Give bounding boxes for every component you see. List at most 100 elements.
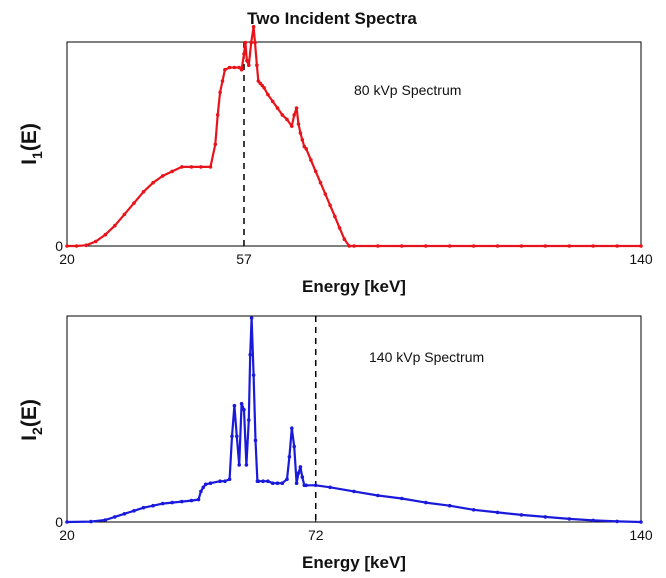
panel-140kvp: I2(E) Energy [keV] 140 kVp Spectrum 20 72… [18, 315, 653, 572]
data-point [376, 493, 380, 498]
data-point [543, 515, 548, 519]
data-point [213, 142, 218, 147]
data-point [296, 471, 301, 475]
data-point [347, 244, 352, 248]
data-point [519, 513, 524, 517]
plot-area-frame [66, 315, 642, 523]
data-point [300, 475, 305, 479]
data-point [170, 500, 174, 505]
data-point [262, 86, 266, 90]
spectrum-line [66, 316, 642, 524]
data-point [93, 239, 98, 244]
data-point [376, 244, 380, 248]
data-point [218, 90, 222, 95]
data-point [424, 244, 428, 248]
data-point [313, 483, 318, 488]
data-point [591, 244, 595, 248]
data-point [352, 489, 356, 494]
data-point [189, 498, 194, 503]
y-tick-label: 0 [55, 238, 63, 254]
data-point [247, 63, 251, 67]
data-point [615, 519, 619, 524]
data-point [591, 518, 595, 523]
data-point [318, 180, 323, 185]
x-tick-label: 20 [59, 251, 75, 267]
data-point [89, 519, 93, 524]
data-point [239, 401, 244, 406]
data-point [615, 244, 619, 248]
data-point [304, 483, 309, 488]
data-point [199, 165, 203, 169]
data-point [74, 244, 79, 248]
data-point [285, 477, 289, 482]
data-point [352, 244, 356, 248]
data-point [208, 481, 213, 486]
data-point [220, 79, 225, 83]
data-point [328, 203, 332, 208]
data-point [227, 477, 232, 482]
data-point [342, 237, 347, 241]
data-point [203, 482, 208, 487]
x-axis-label: Energy [keV] [302, 277, 406, 296]
data-point [237, 65, 241, 70]
data-point [543, 244, 548, 248]
data-point [270, 481, 275, 486]
data-point [251, 373, 256, 377]
data-point [333, 214, 337, 219]
data-point [242, 52, 246, 56]
data-point [290, 124, 294, 128]
data-point [223, 67, 227, 72]
data-point [495, 510, 500, 515]
data-point [113, 223, 117, 228]
data-point [296, 122, 301, 126]
y-tick-label: 0 [55, 514, 63, 530]
data-point [208, 165, 213, 169]
data-point [227, 65, 232, 70]
data-point [266, 479, 270, 484]
x-tick-label: 20 [59, 527, 75, 543]
data-point [237, 463, 241, 467]
data-point [256, 479, 261, 484]
data-point [323, 192, 328, 196]
data-point [122, 212, 127, 217]
data-point [275, 106, 280, 110]
data-point [245, 58, 249, 63]
y-axis-label-subscript: 1 [29, 151, 45, 159]
data-point [180, 165, 184, 169]
data-point [223, 479, 227, 484]
data-point [639, 520, 643, 524]
data-point [298, 465, 303, 469]
data-point [337, 226, 342, 230]
y-axis-label-subscript: 2 [29, 427, 45, 435]
data-point [239, 67, 244, 72]
x-tick-label: 57 [236, 251, 252, 267]
spectrum-annotation: 80 kVp Spectrum [354, 82, 461, 98]
data-point [253, 438, 258, 443]
plot-area-frame [66, 41, 642, 247]
data-point [519, 244, 524, 248]
data-point [230, 434, 234, 439]
data-point [103, 232, 108, 237]
data-point [266, 92, 270, 97]
data-point [141, 505, 146, 510]
data-point [243, 40, 248, 45]
data-point [65, 520, 69, 524]
data-point [275, 481, 280, 486]
data-point [218, 479, 222, 484]
data-point [471, 244, 476, 248]
data-point [261, 479, 265, 484]
data-point [199, 489, 203, 494]
data-point [285, 117, 289, 122]
data-point [298, 131, 303, 135]
data-point [113, 515, 117, 519]
data-point [251, 25, 256, 29]
data-point [495, 244, 500, 248]
data-point [447, 503, 452, 508]
data-point [201, 485, 206, 490]
figure-title: Two Incident Spectra [247, 9, 417, 28]
data-point [328, 485, 332, 490]
y-axis-label-tail: (E) [18, 399, 41, 427]
data-point [103, 518, 108, 522]
data-point [151, 503, 155, 508]
